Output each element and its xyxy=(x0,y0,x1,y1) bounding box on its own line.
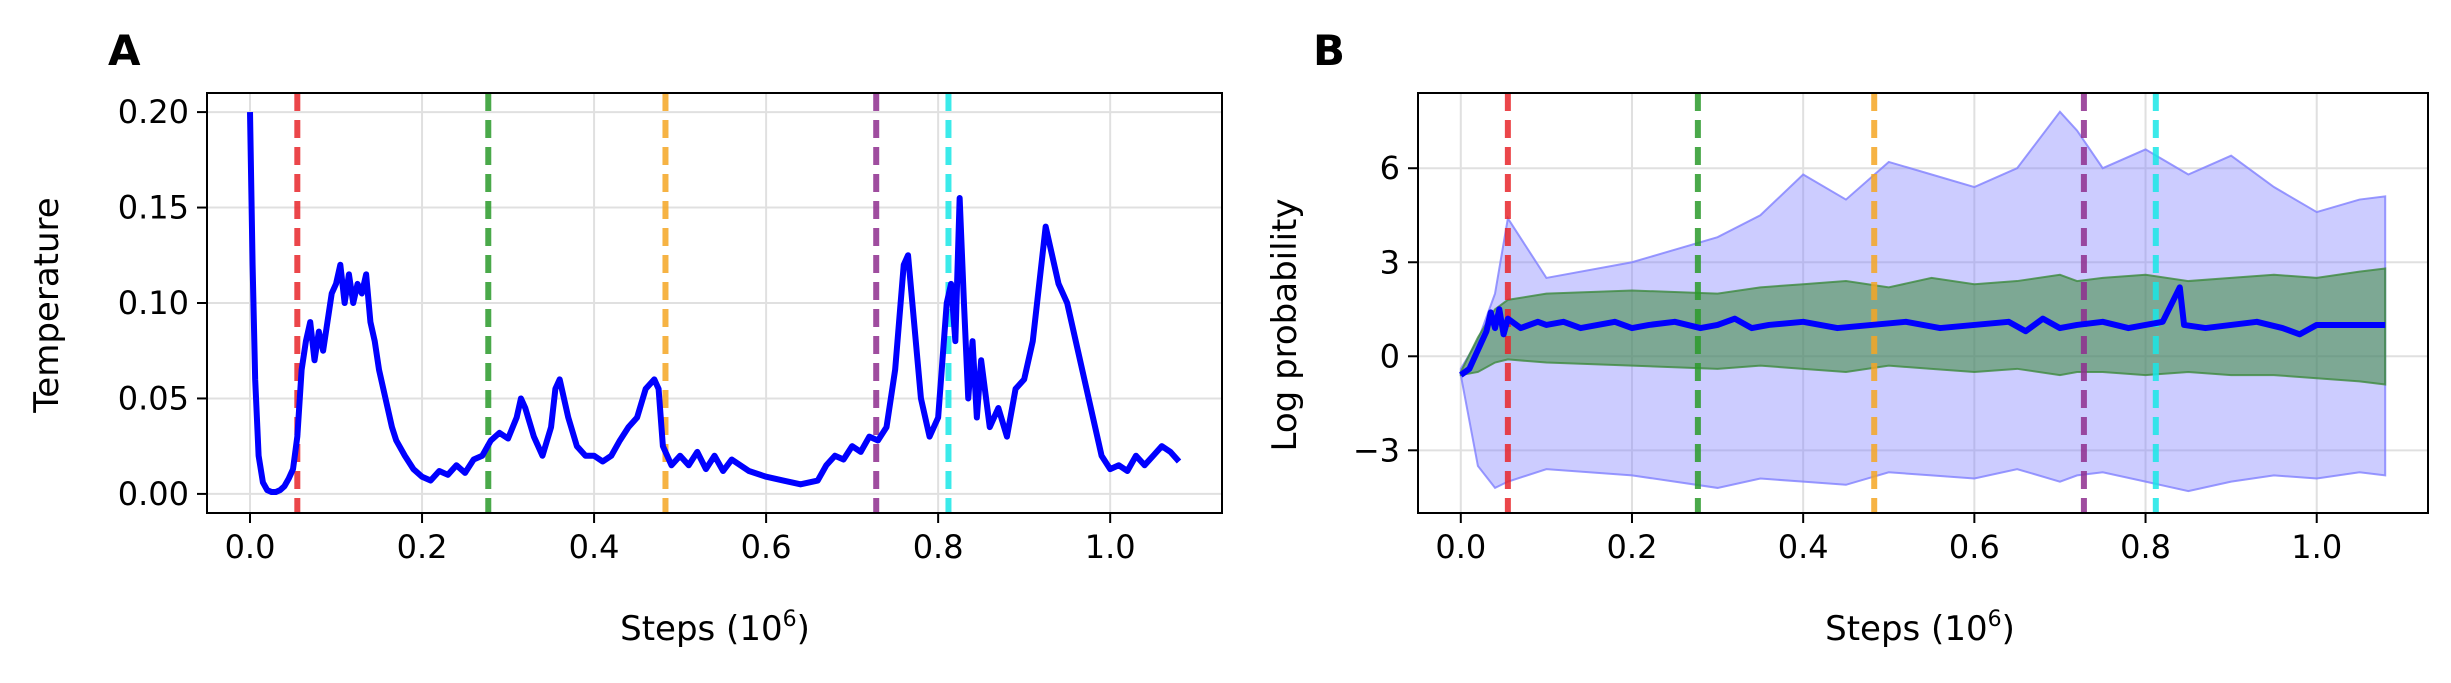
panel-b-ylabel: Log probability xyxy=(1265,199,1305,452)
panel-b-xtick-label: 0.2 xyxy=(1607,528,1658,566)
panel-a-series xyxy=(247,112,1182,495)
panel-a-xlabel: Steps (106) xyxy=(620,607,810,649)
panel-b-ytick-label: 0 xyxy=(1380,337,1400,375)
panel-a-ylabel: Temperature xyxy=(27,197,67,413)
panel-a-xticks: 0.0 0.2 0.4 0.6 0.8 1.0 xyxy=(225,513,1136,566)
panel-b-yticks: −3 0 3 6 xyxy=(1353,149,1418,469)
panel-a-xtick-label: 0.2 xyxy=(397,528,448,566)
panel-b-xtick-label: 1.0 xyxy=(2291,528,2342,566)
panel-b-vlines xyxy=(1504,93,2159,513)
panel-a-yticks: 0.00 0.05 0.10 0.15 0.20 xyxy=(118,93,207,513)
panel-a-ytick-label: 0.10 xyxy=(118,284,189,322)
panel-b-xtick-label: 0.4 xyxy=(1778,528,1829,566)
panel-b-series xyxy=(1459,284,2386,378)
panel-a-grid xyxy=(207,93,1222,513)
panel-a-xtick-label: 0.0 xyxy=(225,528,276,566)
panel-b-letter: B xyxy=(1313,26,1345,75)
panel-b-xlabel: Steps (106) xyxy=(1825,607,2015,649)
panel-b-series-line xyxy=(1459,284,2386,378)
panel-a-xtick-label: 0.6 xyxy=(741,528,792,566)
panel-a: A 0.0 0.2 0.4 0.6 0.8 1.0 0.00 0.05 0.10 0.15 0.2… xyxy=(27,26,1223,649)
panel-a-ytick-label: 0.00 xyxy=(118,475,189,513)
panel-a-ytick-label: 0.20 xyxy=(118,93,189,131)
panel-a-xtick-label: 0.8 xyxy=(913,528,964,566)
panel-b-xticks: 0.0 0.2 0.4 0.6 0.8 1.0 xyxy=(1435,513,2342,566)
panel-b-xtick-label: 0.8 xyxy=(2120,528,2171,566)
panel-a-xtick-label: 0.4 xyxy=(569,528,620,566)
panel-b-ytick-label: 3 xyxy=(1380,243,1400,281)
panel-a-vlines xyxy=(294,93,952,513)
panel-a-ytick-label: 0.15 xyxy=(118,189,189,227)
panel-a-series-line xyxy=(247,112,1182,495)
panel-b-ytick-label: 6 xyxy=(1380,149,1400,187)
panel-b-xtick-label: 0.6 xyxy=(1949,528,2000,566)
panel-b-frame xyxy=(1417,92,2429,514)
panel-b-ytick-label: −3 xyxy=(1353,431,1400,469)
panel-a-ytick-label: 0.05 xyxy=(118,379,189,417)
panel-b-xtick-label: 0.0 xyxy=(1435,528,1486,566)
panel-a-letter: A xyxy=(108,26,141,75)
panel-a-xtick-label: 1.0 xyxy=(1085,528,1136,566)
panel-b: B 0.0 0.2 0.4 0.6 0.8 1.0 −3 0 3 6 Steps (106) L… xyxy=(1265,26,2429,649)
